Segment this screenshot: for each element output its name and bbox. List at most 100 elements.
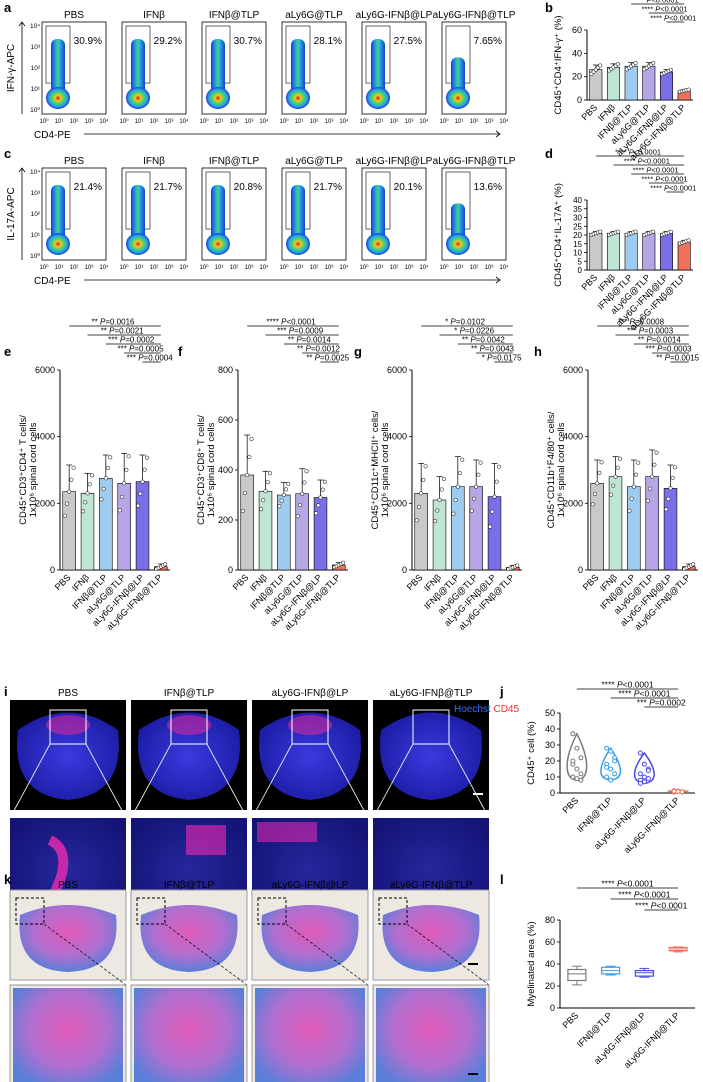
panel-letter-d: d <box>545 146 553 161</box>
panel-e-data-point <box>119 494 125 499</box>
panel-e-y-label: 1x10⁶ spinal cord cells <box>28 422 39 517</box>
panel-a-x-tick: 10³ <box>405 119 414 125</box>
panel-h-data-point <box>590 502 595 507</box>
panel-b-y-tick-label: 60 <box>572 25 582 35</box>
panel-j-data-point <box>578 771 584 777</box>
panel-d-y-label: CD45⁺CD4⁺IL-17A⁺ (%) <box>553 183 564 287</box>
panel-g-category-label: PBS <box>405 572 425 592</box>
panel-a-group-title: aLy6G-IFNβ@TLP <box>433 10 516 21</box>
panel-i-cd45-signal <box>167 715 211 735</box>
panel-e-y-label: CD45⁺CD3⁺CD4⁺ T cells/ <box>18 415 29 525</box>
panel-letter-h: h <box>534 344 542 359</box>
panel-h-y-tick-label: 4000 <box>563 432 583 442</box>
panel-letter-k: k <box>4 872 12 887</box>
panel-h-data-point <box>631 484 636 489</box>
panel-a-percent: 30.9% <box>74 36 102 47</box>
panel-f-data-point <box>318 495 323 500</box>
panel-a-x-tick: 10⁴ <box>419 118 429 125</box>
panel-a-x-tick: 10⁰ <box>439 118 449 125</box>
panel-i-zoom-cd45 <box>186 825 226 855</box>
panel-i-spinal-cord-section <box>259 712 361 800</box>
panel-i-group-title: PBS <box>58 688 78 699</box>
panel-c-x-tick: 10¹ <box>375 265 384 271</box>
panel-j-data-point <box>641 774 647 780</box>
panel-c-y-label: IL-17A-APC <box>6 187 17 240</box>
panel-e-y-tick-label: 4000 <box>35 432 55 442</box>
panel-a-density-core <box>446 87 470 109</box>
panel-f-sig-label: **** P<0.0001 <box>266 318 316 327</box>
panel-h-data-point <box>611 483 616 488</box>
panel-l-y-tick-label: 60 <box>545 937 555 947</box>
panel-i-zoom-cd45 <box>257 822 317 842</box>
panel-c-x-tick: 10¹ <box>55 265 64 271</box>
panel-i-zoom-line <box>372 743 414 819</box>
panel-d-y-tick-label: 15 <box>573 240 582 249</box>
panel-a-x-tick: 10³ <box>165 119 174 125</box>
panel-g-data-point <box>421 477 426 482</box>
panel-e-sig-label: *** P=0.0005 <box>117 345 164 354</box>
panel-d-category-label: PBS <box>579 272 599 292</box>
panel-g-data-point <box>414 518 419 523</box>
panel-j-violin <box>566 732 588 781</box>
panel-f-y-label: 1x10⁶ spinal cord cells <box>206 422 217 517</box>
panel-g-bar <box>414 493 428 571</box>
panel-g-data-point <box>441 476 446 482</box>
panel-a-x-tick: 10⁴ <box>499 118 509 125</box>
panel-a-percent: 7.65% <box>474 36 502 47</box>
panel-d-data-point <box>615 229 620 234</box>
panel-a-x-tick: 10² <box>230 119 239 125</box>
panel-letter-l: l <box>500 872 504 887</box>
panel-j-y-tick-label: 30 <box>545 740 555 750</box>
panel-e-data-point <box>85 491 90 496</box>
panel-c-x-tick: 10⁰ <box>199 264 209 271</box>
panel-b-y-tick-label: 0 <box>577 95 582 105</box>
panel-l-y-tick-label: 20 <box>545 981 555 991</box>
panel-c-group-title: PBS <box>64 156 84 167</box>
panel-f-bar <box>240 474 254 571</box>
panel-h-y-label: 1x10⁶ spinal cord cells <box>556 422 567 517</box>
panel-j-sig-label: *** P=0.0002 <box>637 698 686 708</box>
panel-a-x-tick: 10² <box>310 119 319 125</box>
panel-c-x-tick: 10¹ <box>215 265 224 271</box>
panel-a-y-tick: 10⁰ <box>30 106 40 114</box>
panel-h-data-point <box>666 496 671 501</box>
panel-a-y-tick: 10³ <box>31 44 41 51</box>
panel-i-zoom-line <box>251 743 293 819</box>
panel-g-sig-label: * P=0.0226 <box>454 327 494 336</box>
panel-d-bar <box>677 241 691 271</box>
panel-e-data-point <box>126 454 131 459</box>
panel-d-data-point <box>651 229 656 234</box>
panel-l-box <box>634 969 654 977</box>
panel-f-data-point <box>341 560 346 565</box>
panel-l-y-tick-label: 0 <box>550 1003 555 1013</box>
panel-i-cd45-signal <box>288 715 332 735</box>
panel-f-data-point <box>304 469 309 474</box>
panel-i-spinal-cord-section <box>138 712 240 800</box>
panel-k-zoom-tissue <box>255 988 365 1082</box>
panel-c-x-tick: 10⁴ <box>259 264 269 271</box>
panel-g-sig-label: ** P=0.0042 <box>462 336 505 345</box>
panel-h-data-point <box>599 460 604 465</box>
panel-g-y-tick-label: 2000 <box>387 498 407 508</box>
panel-h-data-point <box>652 462 657 467</box>
panel-a-x-tick: 10⁰ <box>359 118 369 125</box>
panel-i-group-title: IFNβ@TLP <box>164 688 215 699</box>
panel-e-sig-label: *** P=0.0004 <box>127 354 174 363</box>
panel-a-x-tick: 10¹ <box>135 119 144 125</box>
panel-g-bar <box>432 499 447 571</box>
panel-h-sig-label: *** P=0.0008 <box>618 318 665 327</box>
panel-f-y-tick-label: 800 <box>218 365 233 375</box>
panel-i-cd45-signal <box>46 715 90 735</box>
panel-l-y-tick-label: 80 <box>545 915 555 925</box>
panel-e-sig-label: ** P=0.0016 <box>92 318 135 327</box>
panel-a-percent: 28.1% <box>314 36 342 47</box>
panel-j-data-point <box>604 764 610 770</box>
panel-c-x-tick: 10³ <box>485 265 494 271</box>
panel-g-data-point <box>471 496 477 501</box>
panel-e-data-point <box>108 455 113 460</box>
panel-h-data-point <box>597 470 602 475</box>
panel-c-x-tick: 10⁰ <box>359 264 369 271</box>
panel-j-data-point <box>641 761 647 767</box>
panel-f-data-point <box>297 502 303 508</box>
panel-c-density-core <box>446 233 470 255</box>
